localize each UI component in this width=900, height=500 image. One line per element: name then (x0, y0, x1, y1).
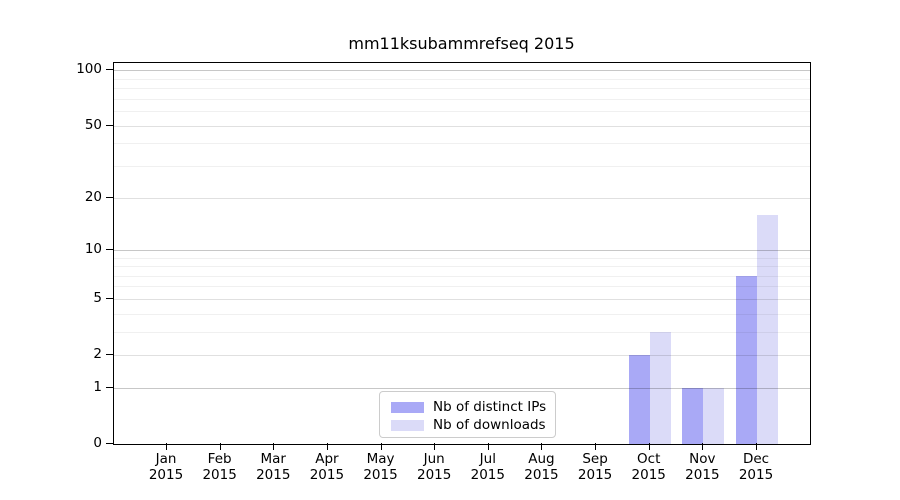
chart-title: mm11ksubammrefseq 2015 (348, 34, 575, 53)
y-tick-label-100: 100 (76, 61, 102, 78)
x-tick-label-year: 2015 (363, 466, 398, 483)
gridline-y-5 (114, 298, 810, 300)
x-tick-label-year: 2015 (470, 466, 505, 483)
x-tick-label-year: 2015 (577, 466, 613, 483)
x-tick-mark-jun (434, 443, 436, 450)
x-tick-mark-feb (219, 443, 221, 450)
x-tick-mark-jul (487, 443, 489, 450)
legend-label-0: Nb of distinct IPs (433, 399, 547, 415)
legend: Nb of distinct IPs Nb of downloads (379, 391, 556, 438)
y-tick-mark-50 (106, 124, 113, 126)
y-tick-label-0: 0 (93, 435, 102, 451)
plot-area: Nb of distinct IPs Nb of downloads (113, 62, 811, 445)
y-tick-mark-5 (106, 297, 113, 299)
gridline-y-minor-4 (114, 313, 810, 315)
x-tick-label-year: 2015 (685, 466, 720, 483)
gridline-y-100 (114, 70, 810, 72)
gridline-y-minor-8 (114, 266, 810, 268)
gridline-y-minor-70 (114, 98, 810, 100)
x-tick-label-jun: Jun 2015 (398, 451, 470, 483)
x-tick-label-oct: Oct 2015 (613, 451, 685, 483)
y-tick-label-2: 2 (93, 346, 102, 363)
gridline-y-20 (114, 197, 810, 199)
legend-swatch-0 (391, 401, 424, 413)
x-tick-label-mar: Mar 2015 (237, 451, 309, 483)
y-tick-mark-1 (106, 386, 113, 388)
bar-oct-series1 (649, 331, 671, 444)
x-tick-label-year: 2015 (202, 466, 237, 483)
x-tick-label-year: 2015 (524, 466, 559, 483)
legend-item-0: Nb of distinct IPs (391, 398, 547, 416)
x-tick-mark-aug (541, 443, 543, 450)
legend-label-1: Nb of downloads (433, 417, 546, 433)
gridline-y-1 (114, 387, 810, 389)
x-tick-mark-nov (702, 443, 704, 450)
x-tick-mark-sep (595, 443, 597, 450)
gridline-y-minor-90 (114, 78, 810, 80)
gridline-y-minor-30 (114, 166, 810, 167)
y-tick-label-20: 20 (84, 188, 102, 205)
gridline-y-2 (114, 355, 810, 357)
y-tick-mark-2 (106, 354, 113, 356)
y-tick-mark-100 (106, 69, 113, 71)
x-tick-label-year: 2015 (309, 466, 345, 483)
x-tick-label-nov: Nov 2015 (666, 451, 738, 483)
y-tick-mark-0 (106, 443, 113, 444)
x-tick-label-year: 2015 (631, 466, 666, 483)
legend-item-1: Nb of downloads (391, 416, 546, 434)
x-tick-mark-oct (648, 443, 650, 450)
gridline-y-50 (114, 125, 810, 127)
x-tick-mark-dec (756, 443, 757, 450)
bar-oct-series0 (628, 355, 650, 444)
legend-swatch-1 (391, 419, 424, 431)
x-tick-label-year: 2015 (256, 466, 291, 483)
x-tick-label-year: 2015 (148, 466, 184, 483)
x-tick-label-year: 2015 (738, 466, 774, 483)
gridline-y-minor-3 (114, 331, 810, 333)
gridline-y-minor-6 (114, 286, 810, 288)
gridline-y-minor-9 (114, 257, 810, 259)
bar-nov-series1 (703, 387, 725, 444)
gridline-y-minor-80 (114, 88, 810, 90)
x-tick-label-dec: Dec 2015 (720, 451, 792, 483)
x-tick-mark-jan (166, 443, 167, 450)
gridline-y-10 (114, 249, 810, 251)
bar-nov-series0 (682, 387, 704, 444)
y-tick-label-5: 5 (93, 289, 102, 306)
bar-dec-series1 (757, 214, 778, 444)
x-tick-label-aug: Aug 2015 (505, 451, 577, 483)
x-tick-label-jan: Jan 2015 (130, 451, 202, 483)
gridline-y-minor-40 (114, 143, 810, 145)
x-tick-mark-apr (326, 443, 328, 450)
gridline-y-minor-7 (114, 275, 810, 277)
x-tick-label-feb: Feb 2015 (184, 451, 256, 483)
x-tick-mark-may (380, 443, 382, 450)
y-tick-mark-20 (106, 196, 113, 198)
bar-dec-series0 (736, 275, 757, 444)
x-tick-label-apr: Apr 2015 (291, 451, 363, 483)
y-tick-mark-10 (106, 248, 113, 250)
gridline-y-minor-60 (114, 111, 810, 113)
x-tick-label-jul: Jul 2015 (452, 451, 524, 483)
x-tick-label-year: 2015 (416, 466, 452, 483)
y-tick-label-1: 1 (93, 378, 102, 395)
x-tick-label-sep: Sep 2015 (559, 451, 631, 483)
x-tick-label-may: May 2015 (345, 451, 417, 483)
y-tick-label-50: 50 (84, 116, 102, 133)
y-tick-label-10: 10 (84, 240, 102, 257)
x-tick-mark-mar (273, 443, 275, 450)
